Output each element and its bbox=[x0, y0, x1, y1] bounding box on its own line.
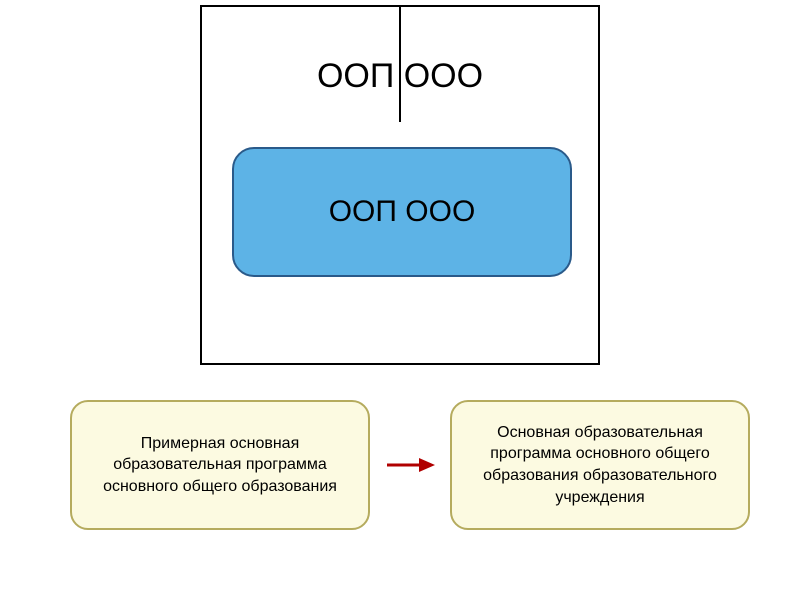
right-info-box: Основная образовательная программа основ… bbox=[450, 400, 750, 530]
arrow-wrap bbox=[385, 455, 435, 475]
right-info-text: Основная образовательная программа основ… bbox=[462, 422, 738, 508]
center-box-label: ООП ООО bbox=[329, 195, 476, 229]
document-container: ООП ООО ООП ООО bbox=[200, 5, 600, 365]
center-box: ООП ООО bbox=[232, 147, 572, 277]
left-info-text: Примерная основная образовательная прогр… bbox=[82, 433, 358, 498]
arrow-right-icon bbox=[385, 455, 435, 475]
document-title: ООП ООО bbox=[202, 57, 598, 96]
bottom-row: Примерная основная образовательная прогр… bbox=[70, 400, 750, 530]
left-info-box: Примерная основная образовательная прогр… bbox=[70, 400, 370, 530]
